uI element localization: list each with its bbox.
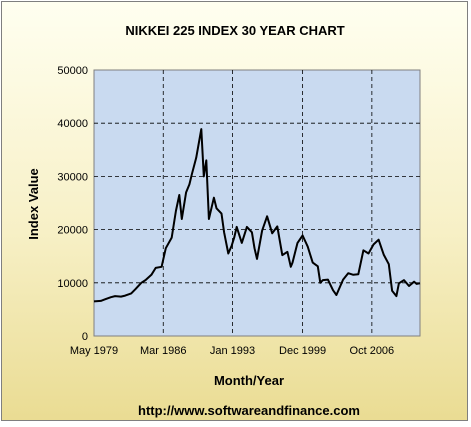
x-tick-label: Oct 2006 (350, 345, 395, 357)
y-tick-label: 50000 (57, 65, 88, 77)
x-tick-label: Mar 1986 (140, 345, 186, 357)
y-tick-labels: 0 10000 20000 30000 40000 50000 (57, 65, 88, 343)
y-tick-label: 20000 (57, 225, 88, 237)
y-tick-label: 30000 (57, 171, 88, 183)
plot-area (93, 69, 421, 337)
grid-lines (94, 70, 420, 336)
chart-title: NIKKEI 225 INDEX 30 YEAR CHART (125, 23, 344, 38)
y-axis-label: Index Value (26, 168, 41, 240)
y-tick-label: 0 (82, 331, 88, 343)
x-axis-label: Month/Year (214, 373, 284, 388)
x-tick-label: May 1979 (70, 345, 118, 357)
series-line-group (93, 128, 421, 303)
chart-svg: NIKKEI 225 INDEX 30 YEAR CHART 0 10000 200… (26, 23, 421, 418)
chart-frame: NIKKEI 225 INDEX 30 YEAR CHART 0 10000 200… (1, 1, 468, 421)
y-tick-label: 10000 (57, 278, 88, 290)
x-tick-label: Jan 1993 (210, 345, 255, 357)
series-line (93, 128, 421, 303)
x-tick-labels: May 1979 Mar 1986 Jan 1993 Dec 1999 Oct 2006 (70, 345, 394, 357)
y-tick-label: 40000 (57, 118, 88, 130)
x-tick-label: Dec 1999 (279, 345, 326, 357)
footer-url: http://www.softwareandfinance.com (138, 403, 360, 418)
